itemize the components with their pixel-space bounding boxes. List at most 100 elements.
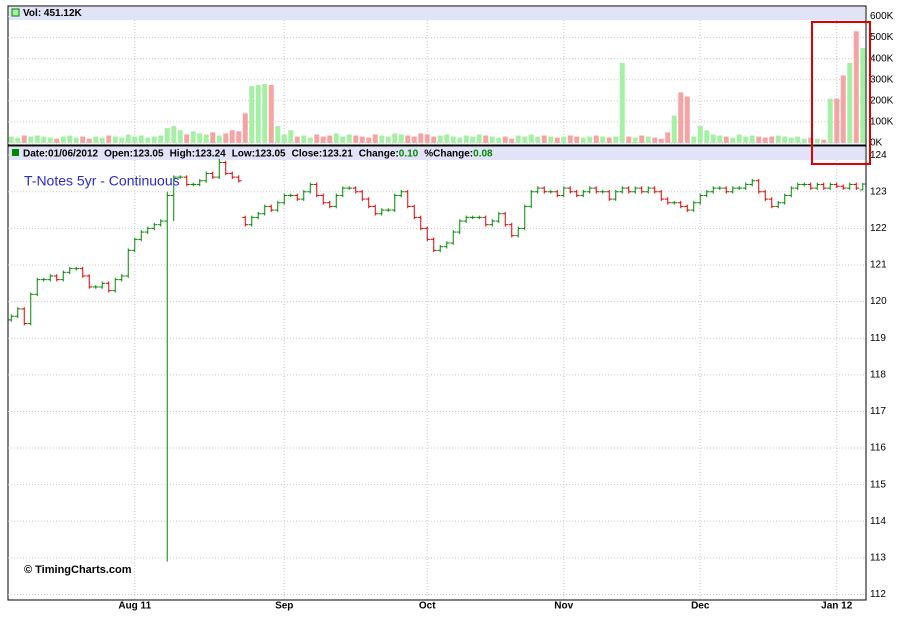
volume-bar: [600, 136, 606, 143]
header-value: 0.10: [399, 148, 419, 159]
volume-bar: [340, 136, 346, 143]
volume-bar: [151, 136, 157, 143]
volume-bar: [665, 132, 671, 143]
volume-bar: [567, 135, 573, 143]
volume-bar: [86, 138, 92, 143]
y-tick-label: 0K: [870, 138, 883, 149]
volume-bar: [645, 136, 651, 143]
volume-bar: [749, 135, 755, 143]
x-tick-label: Oct: [419, 601, 436, 612]
volume-bar: [8, 136, 14, 143]
volume-bar: [275, 126, 281, 143]
volume-bar: [28, 136, 34, 143]
volume-bar: [145, 137, 151, 143]
volume-bar: [801, 138, 807, 143]
volume-bar: [619, 62, 625, 143]
panel-header: [9, 7, 865, 20]
volume-bar: [21, 135, 27, 143]
volume-bar: [762, 137, 768, 143]
y-tick-label: 121: [870, 260, 887, 271]
volume-bar: [158, 135, 164, 143]
volume-bar: [795, 136, 801, 143]
volume-bar: [814, 138, 820, 143]
volume-bar: [470, 136, 476, 143]
y-tick-label: 115: [870, 479, 886, 490]
volume-bar: [216, 135, 222, 143]
volume-bar: [112, 136, 118, 143]
y-tick-label: 123: [870, 186, 887, 197]
volume-bar: [294, 136, 300, 143]
volume-bar: [574, 136, 580, 143]
y-tick-label: 118: [870, 369, 886, 380]
volume-bar: [561, 136, 567, 143]
volume-bar: [15, 137, 21, 143]
credit: © TimingCharts.com: [24, 564, 132, 576]
y-tick-label: 300K: [870, 74, 894, 85]
volume-bar: [821, 139, 827, 143]
volume-legend: Vol: 451.12K: [11, 8, 83, 19]
volume-bar: [353, 135, 359, 143]
volume-bar: [483, 135, 489, 143]
legend-swatch: [12, 149, 19, 156]
volume-bar: [411, 136, 417, 143]
volume-bar: [99, 137, 105, 143]
volume-bar: [808, 137, 814, 143]
volume-bar: [444, 134, 450, 143]
header-label: Change:: [359, 148, 399, 159]
panel-frame: [7, 145, 867, 601]
volume-bar: [522, 136, 528, 143]
volume-bar: [320, 136, 326, 143]
header-label: Close:: [292, 148, 323, 159]
header-label: %Change:: [424, 148, 473, 159]
header-value: 123.21: [322, 148, 353, 159]
x-tick-label: Aug 11: [118, 601, 151, 612]
x-tick-label: Dec: [691, 601, 710, 612]
y-tick-label: 122: [870, 223, 887, 234]
volume-bar: [847, 62, 853, 143]
volume-bar: [171, 126, 177, 143]
volume-bar: [639, 135, 645, 143]
volume-bar: [457, 137, 463, 143]
header-value: 01/06/2012: [48, 148, 98, 159]
volume-bar: [463, 135, 469, 143]
volume-bar: [658, 138, 664, 143]
volume-bar: [34, 135, 40, 143]
volume-bar: [860, 47, 866, 143]
header-label: High:: [170, 148, 196, 159]
volume-bar: [476, 134, 482, 143]
header-label: Open:: [104, 148, 133, 159]
volume-bar: [593, 135, 599, 143]
y-tick-label: 500K: [870, 32, 894, 43]
volume-bar: [424, 134, 430, 143]
price-header: Date:01/06/2012 Open:123.05 High:123.24 Low…: [23, 148, 493, 159]
volume-bar: [756, 136, 762, 143]
chart-title: T-Notes 5yr - Continuous: [24, 173, 180, 189]
volume-bar: [606, 137, 612, 143]
volume-bar: [437, 135, 443, 143]
y-tick-label: 114: [870, 516, 886, 527]
volume-bar: [528, 134, 534, 143]
volume-bar: [184, 134, 190, 143]
x-tick-label: Sep: [275, 601, 293, 612]
volume-bar: [307, 137, 313, 143]
header-value: 123.05: [133, 148, 164, 159]
volume-bar: [840, 75, 846, 143]
volume-bar: [385, 136, 391, 143]
volume-bar: [67, 135, 73, 143]
volume-bar: [548, 136, 554, 143]
volume-bar: [379, 135, 385, 143]
y-tick-label: 116: [870, 443, 886, 454]
volume-bar: [405, 135, 411, 143]
volume-bar: [710, 134, 716, 143]
volume-bar: [132, 136, 138, 143]
volume-bar: [223, 133, 229, 143]
volume-bar: [41, 136, 47, 143]
volume-bar: [80, 136, 86, 143]
volume-bar: [197, 133, 203, 143]
volume-bar: [431, 136, 437, 143]
volume-bar: [684, 96, 690, 143]
volume-bar: [392, 133, 398, 143]
volume-bar: [736, 134, 742, 143]
volume-bar: [743, 136, 749, 143]
header-value: 123.24: [195, 148, 226, 159]
